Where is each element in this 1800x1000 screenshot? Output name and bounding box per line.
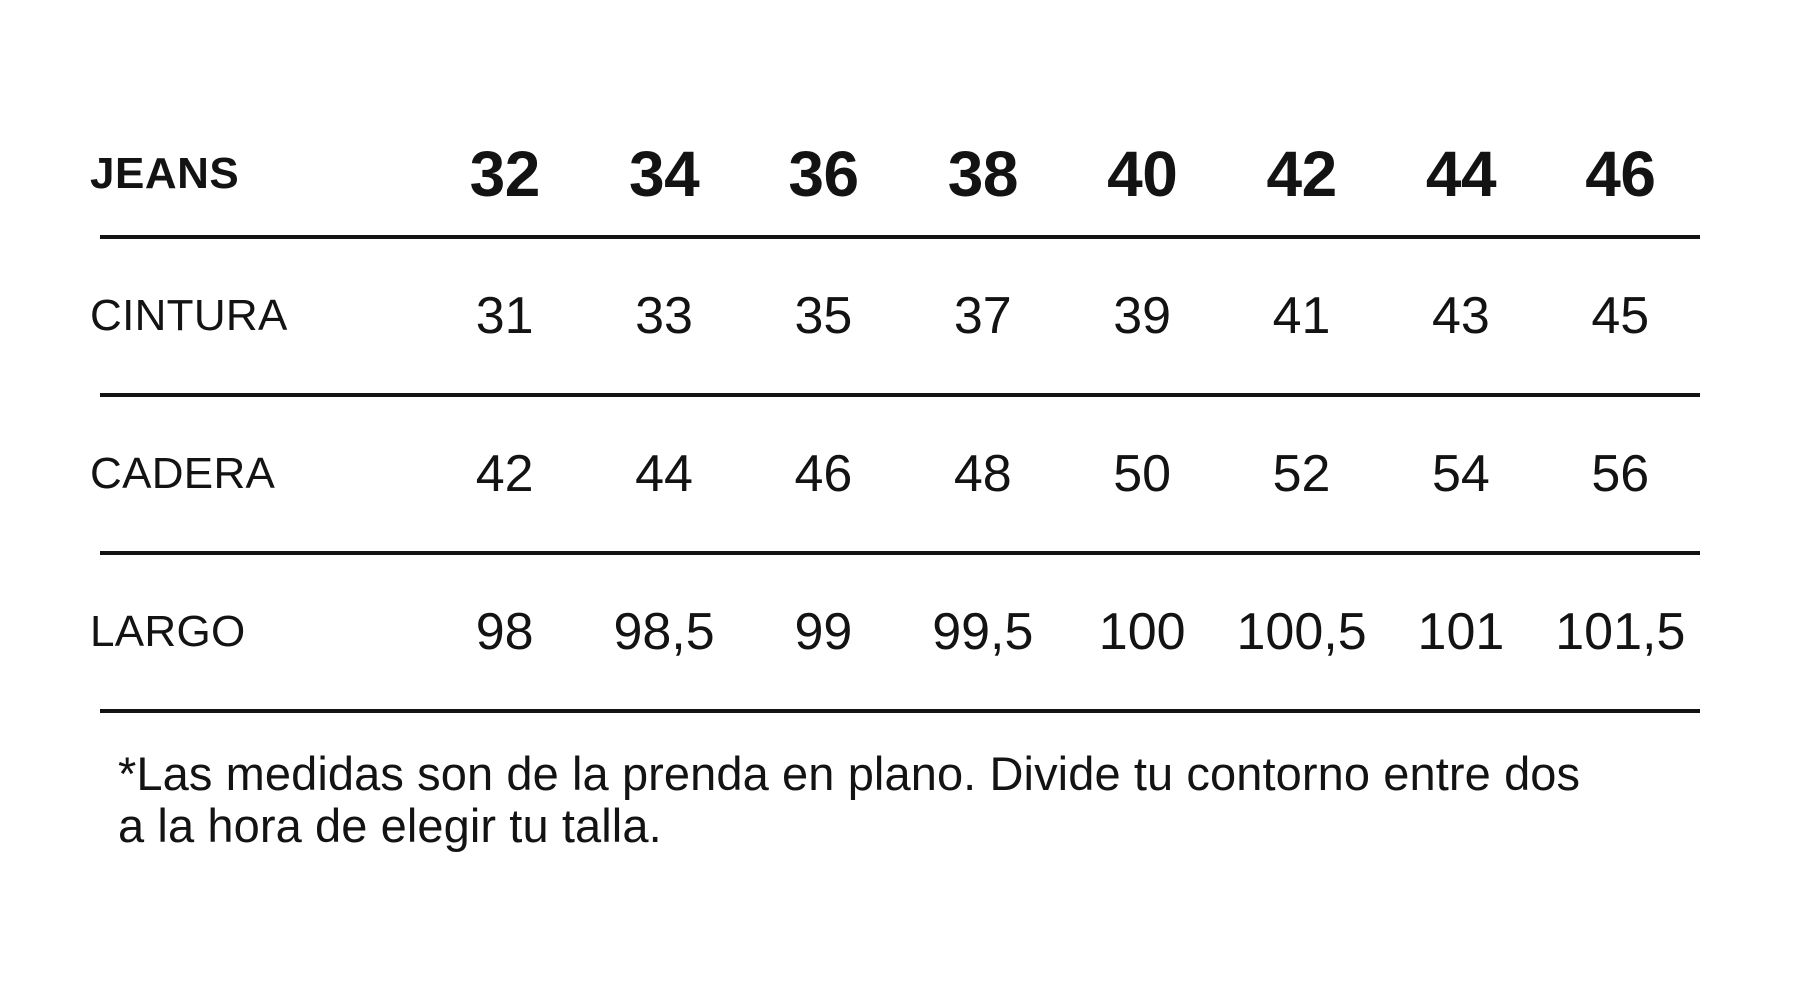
cell-value: 33	[635, 287, 693, 345]
cell-value: 31	[475, 287, 534, 345]
size-header-row: JEANS 32 34 36 38 40 42 44 46	[90, 90, 1700, 237]
row-label-cadera: CADERA	[90, 449, 276, 498]
size-column-header: 36	[788, 137, 859, 210]
cell-value: 50	[1113, 445, 1172, 503]
cell-value: 99,5	[932, 603, 1034, 661]
footnote-line-2: a la hora de elegir tu talla.	[118, 799, 662, 852]
table-title: JEANS	[90, 148, 240, 198]
cell-value: 48	[953, 445, 1012, 503]
cell-value: 98,5	[613, 603, 715, 661]
size-chart-table: JEANS 32 34 36 38 40 42 44 46 CINTURA 31…	[90, 90, 1700, 713]
cell-value: 98	[475, 603, 534, 661]
cell-value: 100	[1098, 603, 1186, 661]
cell-value: 41	[1272, 287, 1331, 345]
size-column-header: 32	[469, 137, 541, 210]
size-column-header: 34	[628, 137, 700, 210]
row-label-cintura: CINTURA	[90, 291, 288, 340]
cell-value: 100,5	[1236, 603, 1367, 661]
footnote-line-1: *Las medidas son de la prenda en plano. …	[118, 747, 1581, 800]
cell-value: 43	[1432, 287, 1490, 345]
cell-value: 42	[475, 445, 534, 503]
table-row-cadera: CADERA 42 44 46 48 50 52 54 56	[90, 395, 1700, 553]
cell-value: 99	[794, 603, 853, 661]
table-row-largo: LARGO 98 98,5 99 99,5 100 100,5 101 101,…	[90, 553, 1700, 711]
size-column-header: 42	[1266, 137, 1337, 210]
size-column-header: 44	[1425, 137, 1497, 210]
cell-value: 101,5	[1555, 603, 1686, 661]
cell-value: 46	[794, 445, 853, 503]
table-row-cintura: CINTURA 31 33 35 37 39 41 43 45	[90, 237, 1700, 395]
size-column-header: 38	[947, 137, 1019, 210]
cell-value: 44	[635, 445, 693, 503]
cell-value: 54	[1432, 445, 1490, 503]
measurement-footnote: *Las medidas son de la prenda en plano. …	[118, 748, 1580, 852]
cell-value: 35	[794, 287, 853, 345]
cell-value: 39	[1113, 287, 1172, 345]
cell-value: 52	[1272, 445, 1331, 503]
size-column-header: 40	[1107, 137, 1178, 210]
cell-value: 37	[953, 287, 1012, 345]
cell-value: 45	[1591, 287, 1650, 345]
size-column-header: 46	[1585, 137, 1656, 210]
cell-value: 101	[1417, 603, 1505, 661]
cell-value: 56	[1591, 445, 1650, 503]
row-label-largo: LARGO	[90, 607, 246, 656]
